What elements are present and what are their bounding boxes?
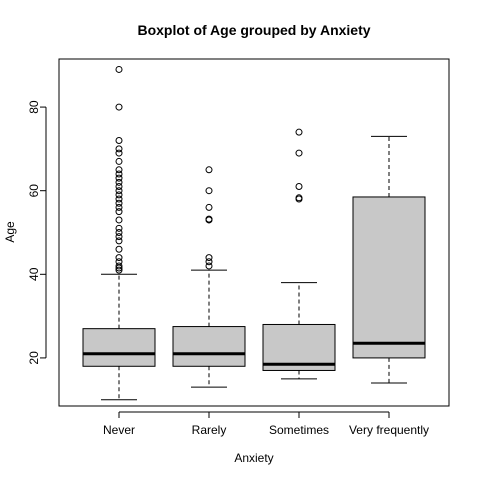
outlier-point (295, 194, 303, 202)
outlier-point (115, 174, 123, 182)
box-sometimes (262, 128, 336, 380)
x-tick-label: Sometimes (269, 423, 329, 437)
x-axis-label: Anxiety (234, 451, 273, 465)
outlier-point (115, 233, 123, 241)
outlier-point (115, 208, 123, 216)
outlier-point (115, 170, 123, 178)
outlier-point (115, 237, 123, 245)
y-tick-label: 40 (27, 267, 41, 281)
box-very-frequently (352, 135, 426, 384)
x-axis: Never Rarely Sometimes Very frequently (103, 411, 429, 437)
outlier-point (115, 187, 123, 195)
outlier-point (115, 65, 123, 73)
iqr-box (352, 196, 426, 359)
outlier-point (115, 183, 123, 191)
outlier-point (115, 145, 123, 153)
outlier-point (115, 191, 123, 199)
outlier-point (115, 258, 123, 266)
y-tick-label: 20 (27, 351, 41, 365)
outlier-point (115, 262, 123, 270)
box-rarely (172, 166, 246, 388)
outlier-point (115, 157, 123, 165)
outlier-point (115, 203, 123, 211)
outlier-point (205, 262, 213, 270)
iqr-box (172, 326, 246, 367)
outlier-point (295, 183, 303, 191)
outlier-point (205, 166, 213, 174)
outlier-point (115, 149, 123, 157)
outlier-point (115, 229, 123, 236)
y-tick-label: 60 (27, 184, 41, 198)
x-tick-label: Very frequently (349, 423, 429, 437)
outlier-point (205, 187, 213, 195)
boxes-group (82, 65, 426, 401)
box-never (82, 65, 156, 401)
outlier-point (115, 266, 123, 274)
outlier-point (115, 137, 123, 145)
x-tick-label: Never (103, 423, 135, 437)
plot-frame (58, 58, 450, 407)
iqr-box (82, 328, 156, 367)
outlier-point (115, 195, 123, 203)
outlier-point (205, 215, 213, 223)
outlier-point (115, 199, 123, 207)
outlier-point (115, 254, 123, 262)
y-tick-label: 80 (27, 100, 41, 114)
outlier-point (115, 224, 123, 232)
outlier-point (205, 258, 213, 266)
outlier-point (115, 245, 123, 253)
outlier-point (115, 103, 123, 111)
outlier-point (115, 178, 123, 186)
outlier-point (115, 166, 123, 174)
y-axis: 20 40 60 80 (27, 100, 47, 365)
outlier-point (115, 216, 123, 224)
chart-title: Boxplot of Age grouped by Anxiety (137, 22, 370, 38)
x-tick-label: Rarely (192, 423, 227, 437)
y-axis-label: Age (3, 221, 17, 243)
outlier-point (205, 254, 213, 262)
outlier-point (295, 149, 303, 157)
outlier-point (295, 128, 303, 136)
outlier-point (205, 203, 213, 211)
